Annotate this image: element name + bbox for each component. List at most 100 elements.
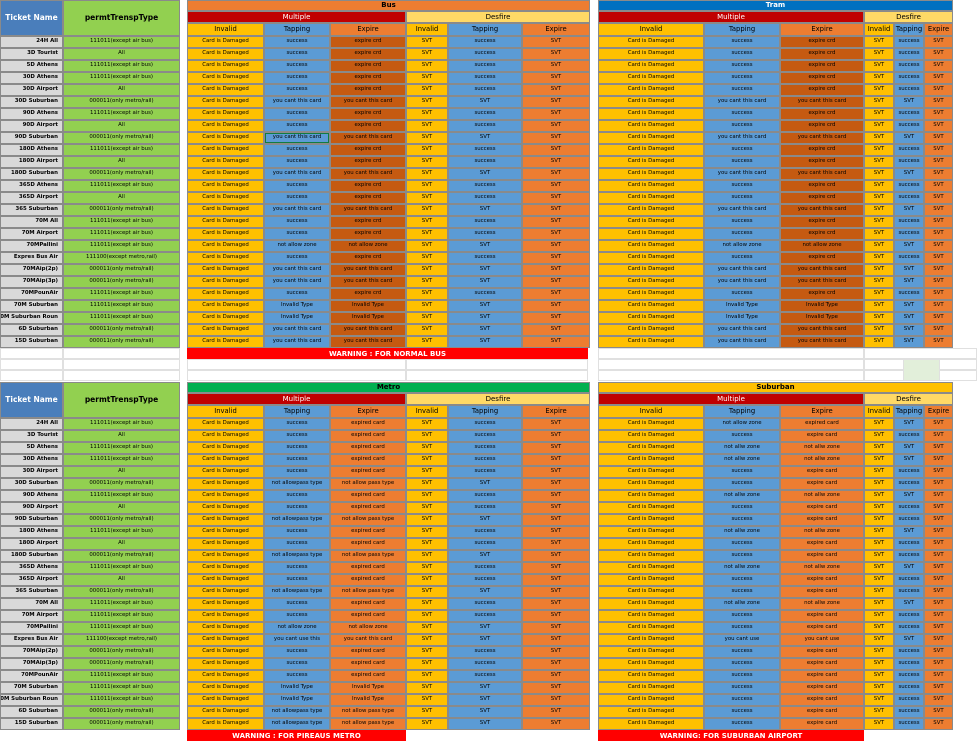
multiple-tapping-column-header[interactable]: Tapping	[704, 23, 780, 36]
tram-mode-title[interactable]: Tram	[598, 0, 953, 11]
suburban-row-0-desfire-invalid[interactable]: SVT	[864, 418, 894, 430]
metro-row-0-desfire-tapping[interactable]: success	[448, 418, 522, 430]
metro-row-15-multiple-invalid[interactable]: Card is Damaged	[187, 598, 264, 610]
bus-row-3-multiple-tapping[interactable]: success	[264, 72, 330, 84]
ticket-name-cell[interactable]: 30D Suburban	[0, 96, 63, 108]
suburban-row-23-desfire-expire[interactable]: SVT	[924, 694, 953, 706]
tram-row-8-desfire-expire[interactable]: SVT	[924, 132, 953, 144]
tram-row-3-desfire-invalid[interactable]: SVT	[864, 72, 894, 84]
perm-type-cell[interactable]: 111011(except air bus)	[63, 694, 180, 706]
metro-row-6-desfire-tapping[interactable]: success	[448, 490, 522, 502]
metro-row-23-desfire-invalid[interactable]: SVT	[406, 694, 448, 706]
metro-row-11-multiple-expire[interactable]: not allow pass type	[330, 550, 406, 562]
suburban-row-4-multiple-tapping[interactable]: success	[704, 466, 780, 478]
suburban-row-12-multiple-tapping[interactable]: not allw zone	[704, 562, 780, 574]
tram-row-4-multiple-invalid[interactable]: Card is Damaged	[598, 84, 704, 96]
perm-type-cell[interactable]: 000011(only metro/rail)	[63, 204, 180, 216]
suburban-row-24-multiple-tapping[interactable]: success	[704, 706, 780, 718]
bus-row-9-desfire-expire[interactable]: SVT	[522, 144, 590, 156]
bus-row-13-multiple-expire[interactable]: expire crd	[330, 192, 406, 204]
metro-row-4-multiple-expire[interactable]: expired card	[330, 466, 406, 478]
metro-row-19-desfire-tapping[interactable]: success	[448, 646, 522, 658]
suburban-row-17-desfire-tapping[interactable]: success	[894, 622, 924, 634]
bus-row-11-multiple-expire[interactable]: you cant this card	[330, 168, 406, 180]
bus-row-16-desfire-expire[interactable]: SVT	[522, 228, 590, 240]
metro-row-17-desfire-expire[interactable]: SVT	[522, 622, 590, 634]
ticket-name-cell[interactable]: 5D Athens	[0, 442, 63, 454]
suburban-row-0-multiple-invalid[interactable]: Card is Damaged	[598, 418, 704, 430]
tram-row-1-desfire-tapping[interactable]: success	[894, 48, 924, 60]
perm-type-cell[interactable]: 111100(except metro,rail)	[63, 634, 180, 646]
ticket-name-cell[interactable]: 70M All	[0, 598, 63, 610]
perm-type-cell[interactable]: 111011(except air bus)	[63, 312, 180, 324]
suburban-row-7-desfire-expire[interactable]: SVT	[924, 502, 953, 514]
metro-row-20-desfire-tapping[interactable]: success	[448, 658, 522, 670]
tram-row-17-multiple-invalid[interactable]: Card is Damaged	[598, 240, 704, 252]
suburban-row-13-multiple-tapping[interactable]: success	[704, 574, 780, 586]
metro-row-0-desfire-invalid[interactable]: SVT	[406, 418, 448, 430]
bus-row-4-desfire-invalid[interactable]: SVT	[406, 84, 448, 96]
suburban-row-22-desfire-tapping[interactable]: success	[894, 682, 924, 694]
perm-type-cell[interactable]: 000011(only metro/rail)	[63, 132, 180, 144]
bus-row-24-desfire-expire[interactable]: SVT	[522, 324, 590, 336]
bus-row-20-desfire-tapping[interactable]: SVT	[448, 276, 522, 288]
tram-row-6-desfire-tapping[interactable]: success	[894, 108, 924, 120]
bus-row-13-desfire-invalid[interactable]: SVT	[406, 192, 448, 204]
tram-row-16-multiple-invalid[interactable]: Card is Damaged	[598, 228, 704, 240]
metro-row-20-multiple-expire[interactable]: expired card	[330, 658, 406, 670]
multiple-invalid-column-header[interactable]: Invalid	[598, 405, 704, 418]
perm-type-cell[interactable]: 000011(only metro/rail)	[63, 718, 180, 730]
bus-row-25-desfire-expire[interactable]: SVT	[522, 336, 590, 348]
tram-row-14-desfire-tapping[interactable]: SVT	[894, 204, 924, 216]
empty-cell[interactable]	[406, 370, 588, 381]
suburban-row-20-desfire-tapping[interactable]: success	[894, 658, 924, 670]
perm-type-cell[interactable]: 111011(except air bus)	[63, 418, 180, 430]
bus-row-20-multiple-expire[interactable]: you cant this card	[330, 276, 406, 288]
ticket-name-cell[interactable]: 30D Athens	[0, 454, 63, 466]
suburban-row-19-multiple-expire[interactable]: expire card	[780, 646, 864, 658]
metro-row-2-multiple-tapping[interactable]: success	[264, 442, 330, 454]
suburban-row-20-multiple-expire[interactable]: expire card	[780, 658, 864, 670]
tram-row-19-desfire-tapping[interactable]: SVT	[894, 264, 924, 276]
ticket-name-cell[interactable]: 70MAip(2p)	[0, 646, 63, 658]
metro-row-17-multiple-tapping[interactable]: not allow zone	[264, 622, 330, 634]
tram-row-18-multiple-expire[interactable]: expire crd	[780, 252, 864, 264]
metro-mode-title[interactable]: Metro	[187, 382, 590, 393]
metro-row-17-desfire-invalid[interactable]: SVT	[406, 622, 448, 634]
tram-row-19-multiple-invalid[interactable]: Card is Damaged	[598, 264, 704, 276]
metro-row-1-desfire-expire[interactable]: SVT	[522, 430, 590, 442]
suburban-row-0-multiple-expire[interactable]: expired card	[780, 418, 864, 430]
metro-row-4-desfire-expire[interactable]: SVT	[522, 466, 590, 478]
tram-row-4-multiple-tapping[interactable]: success	[704, 84, 780, 96]
metro-row-0-multiple-tapping[interactable]: success	[264, 418, 330, 430]
suburban-row-19-multiple-invalid[interactable]: Card is Damaged	[598, 646, 704, 658]
bus-row-4-multiple-tapping[interactable]: success	[264, 84, 330, 96]
empty-cell[interactable]	[0, 370, 63, 381]
ticket-name-cell[interactable]: 3D Tourist	[0, 48, 63, 60]
bus-row-25-multiple-tapping[interactable]: you cant this card	[264, 336, 330, 348]
metro-row-25-desfire-expire[interactable]: SVT	[522, 718, 590, 730]
empty-cell[interactable]	[63, 370, 180, 381]
metro-row-1-multiple-tapping[interactable]: success	[264, 430, 330, 442]
tram-row-15-desfire-invalid[interactable]: SVT	[864, 216, 894, 228]
ticket-name-cell[interactable]: 30D Athens	[0, 72, 63, 84]
metro-row-5-multiple-expire[interactable]: not allow pass type	[330, 478, 406, 490]
tram-row-2-multiple-expire[interactable]: expire crd	[780, 60, 864, 72]
bus-row-21-multiple-invalid[interactable]: Card is Damaged	[187, 288, 264, 300]
bus-row-15-desfire-expire[interactable]: SVT	[522, 216, 590, 228]
tram-row-14-desfire-invalid[interactable]: SVT	[864, 204, 894, 216]
bus-row-10-desfire-invalid[interactable]: SVT	[406, 156, 448, 168]
bus-row-24-multiple-invalid[interactable]: Card is Damaged	[187, 324, 264, 336]
suburban-row-22-multiple-invalid[interactable]: Card is Damaged	[598, 682, 704, 694]
suburban-row-13-desfire-invalid[interactable]: SVT	[864, 574, 894, 586]
bus-row-12-multiple-expire[interactable]: expire crd	[330, 180, 406, 192]
bus-row-20-desfire-invalid[interactable]: SVT	[406, 276, 448, 288]
suburban-row-14-multiple-expire[interactable]: expire card	[780, 586, 864, 598]
bus-row-16-multiple-invalid[interactable]: Card is Damaged	[187, 228, 264, 240]
metro-row-16-desfire-tapping[interactable]: success	[448, 610, 522, 622]
ticket-name-cell[interactable]: 365D Athens	[0, 180, 63, 192]
metro-row-24-desfire-tapping[interactable]: SVT	[448, 706, 522, 718]
tram-row-10-desfire-tapping[interactable]: success	[894, 156, 924, 168]
suburban-row-12-desfire-tapping[interactable]: SVT	[894, 562, 924, 574]
tram-row-16-desfire-invalid[interactable]: SVT	[864, 228, 894, 240]
